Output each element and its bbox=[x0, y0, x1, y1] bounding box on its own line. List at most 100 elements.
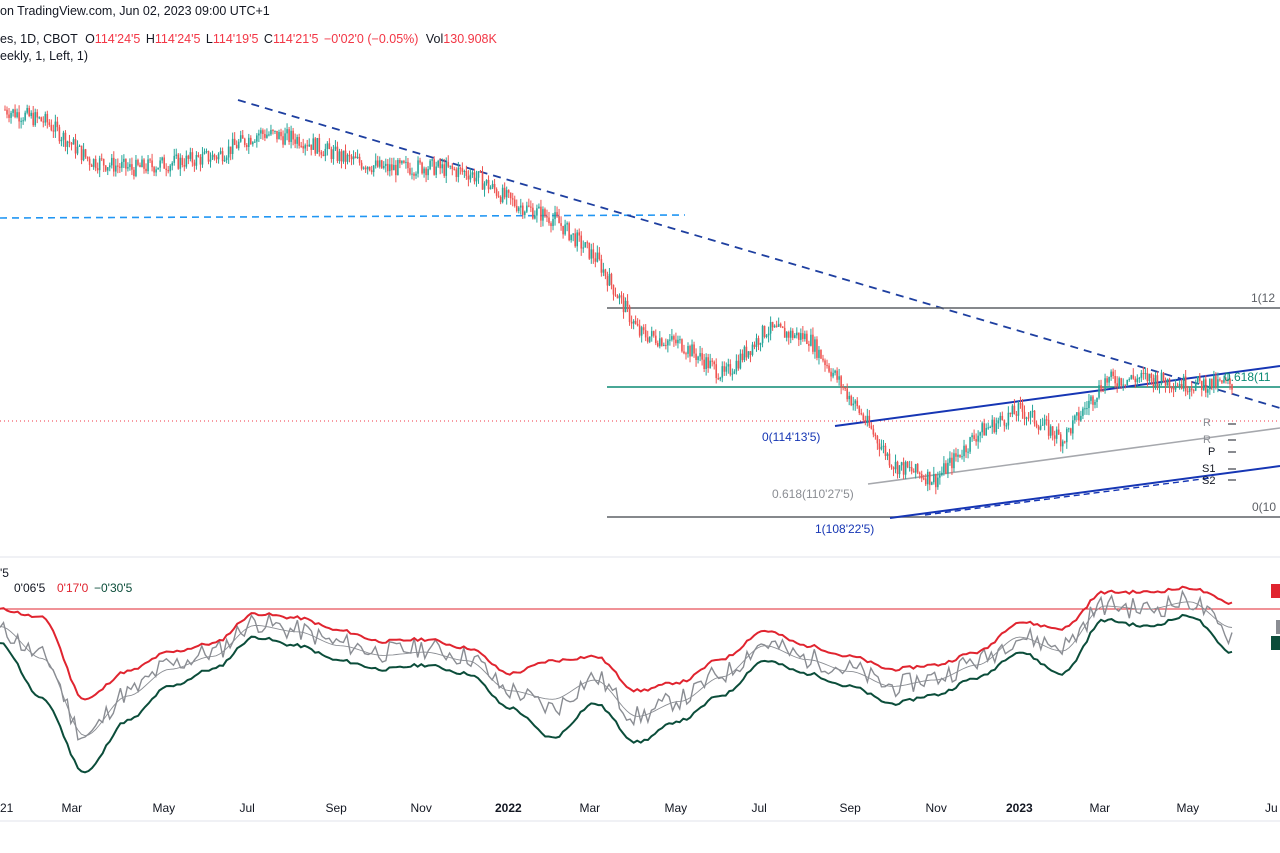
candle-body bbox=[975, 439, 977, 442]
candle-body bbox=[497, 195, 500, 197]
candle-body bbox=[654, 335, 657, 344]
candle-body bbox=[673, 336, 675, 340]
x-tick-label: 2022 bbox=[495, 801, 522, 815]
candle-body bbox=[572, 233, 574, 235]
close-label: C bbox=[263, 32, 273, 46]
candle-body bbox=[949, 457, 951, 463]
candle-body bbox=[24, 112, 26, 121]
candle-body bbox=[117, 165, 119, 167]
candle-body bbox=[338, 151, 341, 161]
candle-body bbox=[558, 216, 560, 224]
candle-body bbox=[999, 415, 1002, 421]
candle-body bbox=[1182, 376, 1185, 389]
candle-body bbox=[628, 306, 631, 323]
candle-body bbox=[1188, 388, 1191, 392]
candle-body bbox=[530, 206, 532, 208]
candle-body bbox=[1017, 403, 1020, 416]
candle-body bbox=[306, 145, 309, 147]
candle-body bbox=[1001, 415, 1004, 420]
candle-body bbox=[926, 471, 929, 485]
candle-body bbox=[147, 159, 149, 172]
candle-body bbox=[90, 164, 93, 167]
candle-body bbox=[292, 130, 294, 140]
candle-body bbox=[791, 330, 794, 338]
candle-body bbox=[1045, 419, 1048, 421]
candle-body bbox=[961, 456, 963, 458]
candle-body bbox=[1100, 385, 1102, 391]
candle-body bbox=[1082, 408, 1084, 416]
candle-body bbox=[44, 113, 47, 123]
candle-body bbox=[618, 295, 621, 299]
candle-body bbox=[310, 144, 313, 150]
candle-body bbox=[141, 159, 143, 168]
candle-body bbox=[165, 168, 167, 170]
candle-body bbox=[231, 138, 234, 154]
price-marker bbox=[1276, 620, 1280, 634]
candle-body bbox=[1180, 383, 1183, 389]
channel-upper-line[interactable] bbox=[834, 365, 1280, 427]
candle-body bbox=[4, 109, 6, 111]
candle-body bbox=[900, 462, 903, 466]
candle-body bbox=[1102, 390, 1104, 392]
candle-body bbox=[580, 235, 583, 249]
candle-body bbox=[1043, 419, 1046, 425]
candle-body bbox=[709, 360, 711, 369]
candle-body bbox=[40, 117, 43, 122]
candle-body bbox=[491, 183, 494, 188]
candles-group bbox=[4, 104, 1233, 495]
candle-body bbox=[163, 157, 165, 169]
candle-body bbox=[624, 300, 627, 313]
candle-body bbox=[959, 454, 961, 457]
candle-body bbox=[550, 223, 552, 227]
candle-body bbox=[352, 156, 355, 160]
x-tick-label: Sep bbox=[325, 801, 347, 815]
channel-lower-dashed[interactable] bbox=[924, 477, 1211, 516]
support-dashed-line[interactable] bbox=[0, 214, 686, 219]
descending-trendline[interactable] bbox=[237, 99, 1280, 409]
candle-body bbox=[816, 339, 818, 358]
fib-label-1-low: 1(108'22'5) bbox=[815, 522, 875, 536]
candle-body bbox=[977, 435, 979, 442]
candle-body bbox=[866, 415, 869, 423]
candle-body bbox=[503, 187, 506, 198]
candle-body bbox=[481, 172, 484, 190]
indicator-top-label: '5 bbox=[0, 566, 9, 580]
candle-body bbox=[1211, 378, 1213, 388]
candle-body bbox=[749, 351, 752, 355]
channel-mid-line[interactable] bbox=[867, 427, 1280, 485]
candle-body bbox=[463, 170, 466, 172]
candle-body bbox=[1116, 383, 1118, 387]
candle-body bbox=[1205, 379, 1207, 393]
candle-body bbox=[594, 258, 597, 262]
candle-body bbox=[802, 333, 804, 340]
candle-body bbox=[713, 361, 716, 365]
candle-body bbox=[1130, 375, 1133, 379]
candle-body bbox=[382, 165, 385, 169]
candle-body bbox=[427, 169, 429, 176]
candle-body bbox=[679, 339, 681, 341]
candle-body bbox=[779, 323, 782, 327]
candle-body bbox=[173, 155, 176, 163]
candle-body bbox=[586, 242, 589, 244]
candle-body bbox=[747, 351, 750, 358]
candle-body bbox=[912, 471, 915, 473]
candle-body bbox=[914, 464, 917, 473]
candle-body bbox=[1035, 423, 1038, 427]
candle-body bbox=[237, 141, 240, 149]
candle-body bbox=[650, 331, 653, 337]
candle-body bbox=[471, 172, 474, 175]
candle-body bbox=[920, 474, 923, 479]
candle-body bbox=[12, 109, 14, 113]
candle-body bbox=[939, 475, 941, 478]
candle-body bbox=[669, 339, 671, 341]
candle-body bbox=[1196, 376, 1199, 383]
candle-body bbox=[316, 137, 319, 154]
candle-body bbox=[727, 364, 730, 367]
candle-body bbox=[1063, 441, 1066, 443]
candle-body bbox=[68, 141, 71, 143]
channel-lower-line[interactable] bbox=[889, 465, 1280, 519]
candle-body bbox=[14, 109, 16, 118]
candle-body bbox=[665, 344, 667, 346]
candle-body bbox=[981, 423, 983, 433]
